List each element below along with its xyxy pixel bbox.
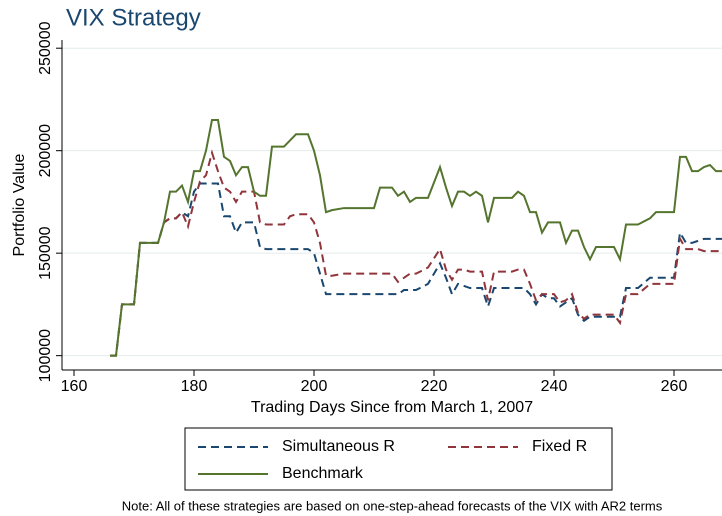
y-tick-label: 100000 (37, 329, 54, 382)
x-axis-label: Trading Days Since from March 1, 2007 (251, 399, 533, 416)
x-tick-label: 200 (301, 378, 328, 395)
y-axis-label: Portfolio Value (11, 153, 28, 256)
legend-label: Fixed R (532, 438, 587, 455)
series-line (110, 182, 722, 357)
y-tick-label: 250000 (37, 21, 54, 74)
legend-label: Simultaneous R (282, 438, 395, 455)
x-tick-label: 260 (661, 378, 688, 395)
x-tick-label: 220 (421, 378, 448, 395)
x-tick-label: 180 (181, 378, 208, 395)
y-tick-label: 200000 (37, 124, 54, 177)
note: Note: All of these strategies are based … (122, 498, 663, 513)
chart-title: VIX Strategy (66, 4, 201, 31)
y-tick-label: 150000 (37, 226, 54, 279)
legend-label: Benchmark (282, 465, 364, 482)
x-tick-label: 160 (61, 378, 88, 395)
series-line (110, 118, 722, 357)
x-tick-label: 240 (541, 378, 568, 395)
legend-box (184, 427, 613, 491)
series-line (110, 149, 722, 357)
